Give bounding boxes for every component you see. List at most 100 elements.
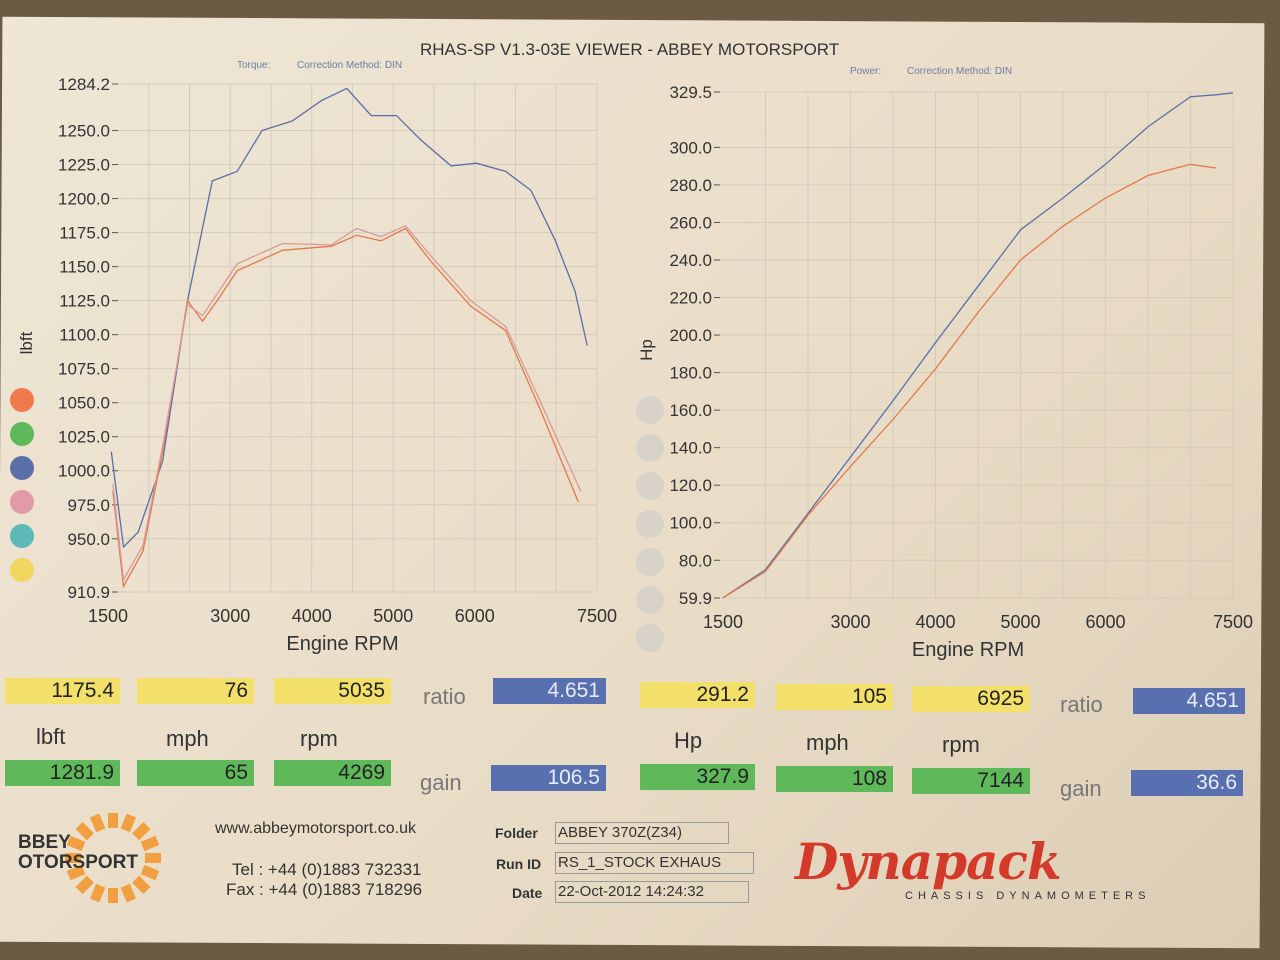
sun-ray bbox=[132, 875, 151, 895]
y-tick-label: 59.9 bbox=[679, 589, 712, 608]
sun-ray bbox=[108, 888, 118, 903]
sunburst-icon bbox=[65, 813, 161, 903]
torque-correction: Correction Method: DIN bbox=[297, 60, 403, 71]
legend-dot-empty bbox=[636, 396, 664, 424]
torque-label: Torque: bbox=[237, 60, 271, 71]
power-readout: 291.2 bbox=[640, 682, 755, 708]
sun-ray bbox=[140, 835, 160, 852]
y-tick-label: 1200.0 bbox=[58, 190, 110, 209]
legend-dot-empty bbox=[636, 548, 664, 576]
y-tick-label: 240.0 bbox=[669, 251, 712, 270]
gain-label-right: gain bbox=[1060, 776, 1102, 801]
y-tick-label: 1050.0 bbox=[58, 394, 110, 413]
x-axis-label: Engine RPM bbox=[286, 633, 398, 655]
mph2-readout-right: 108 bbox=[776, 766, 893, 792]
sun-ray bbox=[132, 821, 151, 841]
sun-ray bbox=[140, 864, 160, 881]
legend-dot bbox=[10, 490, 34, 514]
sun-ray bbox=[120, 813, 136, 833]
rpm2-readout-right: 7144 bbox=[912, 768, 1030, 794]
abbey-logo: BBEY OTORSPORT bbox=[18, 813, 161, 903]
sun-ray bbox=[108, 813, 118, 828]
y-tick-label: 1100.0 bbox=[59, 326, 110, 345]
sun-ray bbox=[66, 835, 86, 852]
date-label: Date bbox=[512, 885, 543, 901]
legend-dot bbox=[10, 388, 34, 412]
dynapack-subtitle: CHASSIS DYNAMOMETERS bbox=[905, 890, 1151, 902]
mph2-readout: 65 bbox=[137, 760, 254, 786]
sun-ray bbox=[145, 853, 161, 863]
y-tick-label: 160.0 bbox=[669, 401, 712, 420]
x-tick-label: 7500 bbox=[1213, 612, 1253, 632]
mph-readout: 76 bbox=[137, 678, 254, 704]
y-tick-label: 1225.0 bbox=[58, 156, 110, 175]
ratio-readout: 4.651 bbox=[493, 678, 606, 704]
sun-ray bbox=[90, 883, 106, 903]
y-axis-label: lbft bbox=[17, 331, 36, 354]
y-tick-label: 280.0 bbox=[669, 176, 712, 195]
x-tick-label: 3000 bbox=[830, 612, 870, 632]
y-axis-label: Hp bbox=[637, 339, 656, 361]
telephone: Tel : +44 (0)1883 732331 bbox=[232, 860, 422, 879]
y-tick-label: 140.0 bbox=[669, 439, 712, 458]
unit-hp: Hp bbox=[674, 728, 703, 753]
y-tick-label: 1125.0 bbox=[59, 292, 110, 311]
y-tick-label: 329.5 bbox=[669, 83, 712, 102]
legend-dot-empty bbox=[636, 510, 664, 538]
sun-ray bbox=[75, 875, 94, 895]
y-tick-label: 200.0 bbox=[669, 326, 712, 345]
y-tick-label: 950.0 bbox=[67, 530, 110, 549]
power-correction: Correction Method: DIN bbox=[907, 66, 1013, 77]
y-tick-label: 80.0 bbox=[679, 551, 712, 570]
torque2-readout: 1281.9 bbox=[5, 760, 120, 786]
y-tick-label: 300.0 bbox=[669, 138, 712, 157]
legend-dot bbox=[10, 456, 34, 480]
series-line-1 bbox=[722, 92, 1234, 599]
y-tick-label: 975.0 bbox=[67, 496, 110, 515]
folder-label: Folder bbox=[495, 825, 538, 841]
x-tick-label: 1500 bbox=[88, 606, 128, 626]
unit-mph: mph bbox=[166, 726, 209, 751]
logo-line1: BBEY bbox=[18, 832, 71, 853]
runid-field: RS_1_STOCK EXHAUS bbox=[555, 852, 754, 874]
legend-dot-empty bbox=[636, 586, 664, 614]
gain-readout: 106.5 bbox=[491, 765, 606, 791]
gain-readout-right: 36.6 bbox=[1131, 770, 1243, 796]
rpm-readout: 5035 bbox=[274, 678, 391, 704]
y-tick-label: 1025.0 bbox=[58, 428, 110, 447]
dynapack-logo: Dynapack bbox=[795, 832, 1062, 891]
y-tick-label: 1075.0 bbox=[58, 360, 110, 379]
y-tick-label: 1175.0 bbox=[59, 224, 110, 243]
sun-ray bbox=[66, 864, 86, 881]
x-tick-label: 1500 bbox=[703, 612, 743, 632]
website: www.abbeymotorsport.co.uk bbox=[215, 820, 416, 837]
legend-dot bbox=[10, 558, 34, 582]
rpm2-readout: 4269 bbox=[274, 760, 391, 786]
gain-label: gain bbox=[420, 770, 462, 795]
folder-field: ABBEY 370Z(Z34) bbox=[555, 822, 729, 844]
y-tick-label: 1150.0 bbox=[59, 258, 110, 277]
y-tick-label: 100.0 bbox=[669, 514, 712, 533]
unit-rpm-right: rpm bbox=[942, 732, 980, 757]
legend-dot bbox=[10, 422, 34, 446]
unit-rpm: rpm bbox=[300, 726, 338, 751]
y-tick-label: 1284.2 bbox=[58, 75, 110, 94]
torque-readout: 1175.4 bbox=[5, 678, 120, 704]
y-tick-label: 910.9 bbox=[67, 583, 110, 602]
runid-label: Run ID bbox=[496, 856, 542, 872]
printout-title: RHAS-SP V1.3-03E VIEWER - ABBEY MOTORSPO… bbox=[420, 40, 840, 59]
x-tick-label: 4000 bbox=[915, 612, 955, 632]
ratio-readout-right: 4.651 bbox=[1133, 688, 1245, 714]
legend-dot-empty bbox=[636, 434, 664, 462]
date-field: 22-Oct-2012 14:24:32 bbox=[555, 881, 749, 903]
x-axis-label: Engine RPM bbox=[912, 639, 1024, 661]
x-tick-label: 6000 bbox=[455, 606, 495, 626]
power2-readout: 327.9 bbox=[640, 764, 755, 790]
y-tick-label: 220.0 bbox=[669, 289, 712, 308]
y-tick-label: 120.0 bbox=[669, 476, 712, 495]
legend-dot-empty bbox=[636, 472, 664, 500]
rpm-readout-right: 6925 bbox=[912, 686, 1030, 712]
series-line-2 bbox=[722, 163, 1217, 599]
ratio-label-right: ratio bbox=[1060, 692, 1103, 717]
